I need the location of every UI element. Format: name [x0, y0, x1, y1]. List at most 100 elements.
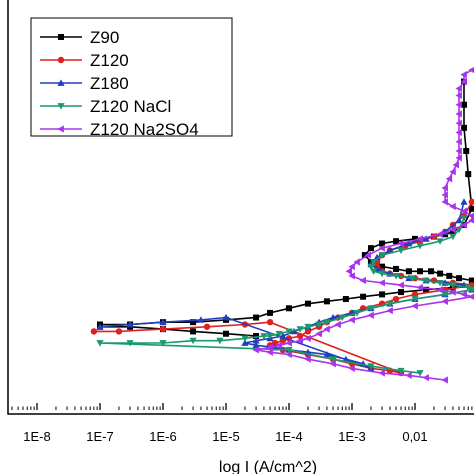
data-point: [468, 205, 474, 212]
data-point: [460, 290, 467, 299]
legend-label: Z90: [90, 28, 119, 47]
data-point: [441, 184, 448, 192]
data-point: [252, 346, 259, 354]
data-point: [455, 110, 462, 118]
data-point: [285, 339, 292, 347]
data-point: [379, 240, 386, 247]
data-point: [90, 328, 98, 335]
data-point: [338, 314, 346, 322]
data-point: [329, 360, 336, 368]
data-point: [189, 337, 197, 345]
data-point: [397, 239, 404, 248]
data-point: [329, 356, 337, 363]
data-point: [304, 328, 312, 335]
x-tick-label: 1E-5: [212, 429, 239, 444]
x-tick-label: 1E-7: [86, 429, 113, 444]
data-point: [392, 295, 400, 303]
data-point: [422, 235, 430, 242]
data-point: [445, 175, 453, 183]
x-tick-label: 1E-8: [23, 429, 50, 444]
data-point: [441, 376, 448, 384]
data-point: [367, 263, 375, 271]
data-point: [455, 154, 462, 162]
data-point: [260, 333, 268, 340]
x-tick-label: 1E-6: [149, 429, 176, 444]
data-point: [465, 171, 472, 178]
data-point: [304, 355, 311, 363]
data-point: [386, 300, 394, 308]
legend-swatch-marker: [57, 56, 65, 64]
data-point: [393, 238, 400, 245]
data-point: [323, 350, 331, 358]
data-point: [405, 239, 413, 247]
legend-label: Z120: [90, 51, 129, 70]
data-point: [416, 235, 423, 243]
data-point: [353, 310, 361, 317]
legend-item: Z90: [40, 28, 119, 47]
data-point: [386, 246, 394, 254]
data-point: [397, 281, 404, 289]
data-point: [468, 286, 474, 294]
data-point: [411, 302, 418, 310]
data-point: [271, 339, 279, 347]
data-point: [449, 228, 456, 235]
data-point: [285, 328, 293, 336]
data-point: [203, 323, 211, 330]
data-point: [449, 168, 456, 176]
data-point: [216, 337, 224, 345]
data-point: [348, 364, 355, 373]
data-point: [379, 263, 386, 270]
data-point: [397, 367, 405, 375]
data-point: [393, 265, 400, 272]
legend-swatch-marker: [57, 103, 65, 110]
data-point: [428, 268, 435, 275]
data-point: [441, 291, 449, 299]
data-point: [267, 309, 274, 316]
data-point: [460, 221, 467, 229]
data-point: [460, 198, 468, 205]
data-point: [253, 333, 260, 340]
data-point: [266, 344, 273, 352]
series-z120-nacl: [96, 215, 474, 377]
data-point: [386, 306, 393, 315]
data-point: [464, 284, 472, 292]
data-point: [241, 339, 249, 346]
data-point: [241, 335, 249, 342]
legend-item: Z120 NaCl: [40, 97, 171, 116]
data-point: [360, 293, 367, 300]
data-point: [190, 328, 197, 335]
data-point: [126, 320, 134, 328]
data-point: [353, 258, 360, 266]
data-point: [455, 138, 462, 146]
data-point: [115, 328, 123, 335]
series-layer: [90, 66, 474, 384]
data-point: [405, 371, 412, 379]
data-point: [304, 323, 312, 331]
data-point: [449, 282, 457, 289]
x-axis-title: log I (A/cm^2): [219, 459, 317, 474]
data-point: [441, 191, 448, 199]
legend: Z90 Z120 Z180 Z120 NaCl Z120 Na2SO4: [30, 17, 233, 139]
data-point: [436, 230, 443, 238]
plot-area: 1E-81E-71E-61E-51E-41E-30,010: [7, 0, 474, 444]
data-point: [304, 334, 311, 342]
data-point: [455, 128, 462, 137]
data-point: [126, 340, 134, 347]
data-point: [279, 332, 287, 339]
data-point: [369, 268, 378, 275]
data-point: [436, 286, 443, 294]
data-point: [367, 311, 374, 319]
data-point: [398, 289, 405, 296]
data-point: [252, 341, 260, 349]
data-point: [449, 288, 456, 296]
data-point: [436, 279, 444, 287]
data-point: [197, 316, 205, 323]
data-point: [253, 314, 260, 321]
data-point: [449, 233, 457, 241]
data-point: [378, 279, 385, 287]
x-tick-label: 1E-3: [338, 429, 365, 444]
data-point: [392, 273, 400, 280]
x-tick-label: 0,01: [402, 429, 427, 444]
data-point: [449, 226, 456, 234]
